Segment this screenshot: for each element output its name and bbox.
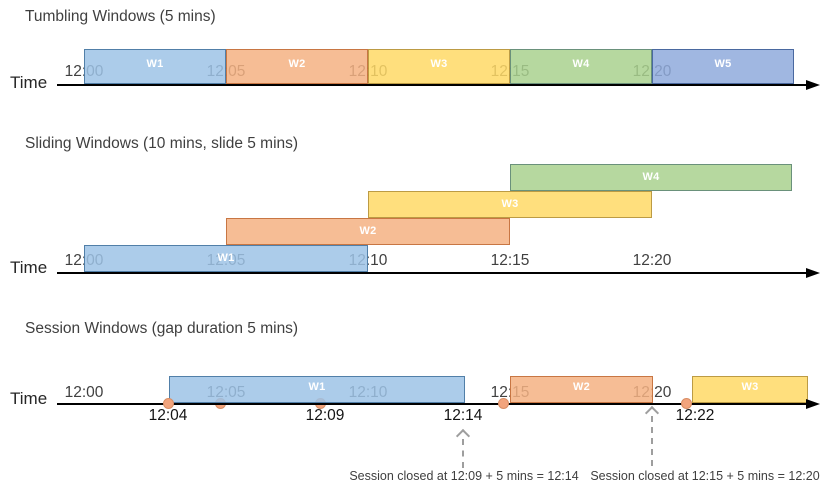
tumbling-window-w5: W5 — [652, 49, 794, 84]
tumbling-window-w2: W2 — [226, 49, 368, 84]
axis-arrowhead-icon — [806, 399, 820, 409]
event-time-label: 12:22 — [675, 407, 715, 424]
time-tick-label: 12:00 — [64, 384, 104, 401]
tumbling-window-w4: W4 — [510, 49, 652, 84]
event-dot — [163, 398, 174, 409]
session-window-w2: W2 — [510, 376, 653, 403]
event-dot — [681, 398, 692, 409]
tumbling-window-w3: W3 — [368, 49, 510, 84]
axis-arrowhead-icon — [806, 80, 820, 90]
window-label: W3 — [430, 58, 448, 70]
event-dot — [498, 398, 509, 409]
event-time-label: 12:09 — [305, 407, 345, 424]
axis-arrowhead-icon — [806, 268, 820, 278]
time-axis-label-tumbling: Time — [10, 73, 48, 92]
time-axis-line-sliding — [57, 272, 808, 274]
window-label: W1 — [308, 381, 326, 393]
time-tick-label: 12:15 — [490, 252, 530, 269]
section-title-sliding: Sliding Windows (10 mins, slide 5 mins) — [25, 135, 299, 152]
time-axis-line-tumbling — [57, 84, 808, 86]
time-axis-label-sliding: Time — [10, 258, 48, 277]
window-label: W5 — [714, 58, 732, 70]
sliding-window-w3: W3 — [368, 191, 652, 218]
section-title-session: Session Windows (gap duration 5 mins) — [25, 320, 299, 337]
window-label: W1 — [217, 252, 235, 264]
window-label: W4 — [642, 171, 660, 183]
session-window-w3: W3 — [692, 376, 808, 403]
time-tick-label: 12:20 — [632, 252, 672, 269]
session-window-w1: W1 — [169, 376, 465, 403]
window-label: W3 — [501, 198, 519, 210]
dashed-arrow-line — [651, 416, 653, 466]
window-label: W2 — [359, 225, 377, 237]
window-label: W2 — [288, 58, 306, 70]
time-axis-label-session: Time — [10, 389, 48, 408]
window-label: W1 — [146, 58, 164, 70]
session-annotation: Session closed at 12:09 + 5 mins = 12:14 — [349, 469, 579, 483]
session-annotation: Session closed at 12:15 + 5 mins = 12:20 — [590, 469, 820, 483]
event-time-label: 12:14 — [443, 407, 483, 424]
section-title-tumbling: Tumbling Windows (5 mins) — [25, 8, 216, 25]
window-label: W4 — [572, 58, 590, 70]
sliding-window-w2: W2 — [226, 218, 510, 245]
window-label: W2 — [572, 381, 591, 393]
sliding-window-w1: W1 — [84, 245, 368, 272]
window-label: W3 — [741, 381, 759, 393]
sliding-window-w4: W4 — [510, 164, 792, 191]
tumbling-window-w1: W1 — [84, 49, 226, 84]
dashed-arrow-line — [462, 439, 464, 468]
time-axis-line-session — [57, 403, 808, 405]
event-time-label: 12:04 — [148, 407, 188, 424]
